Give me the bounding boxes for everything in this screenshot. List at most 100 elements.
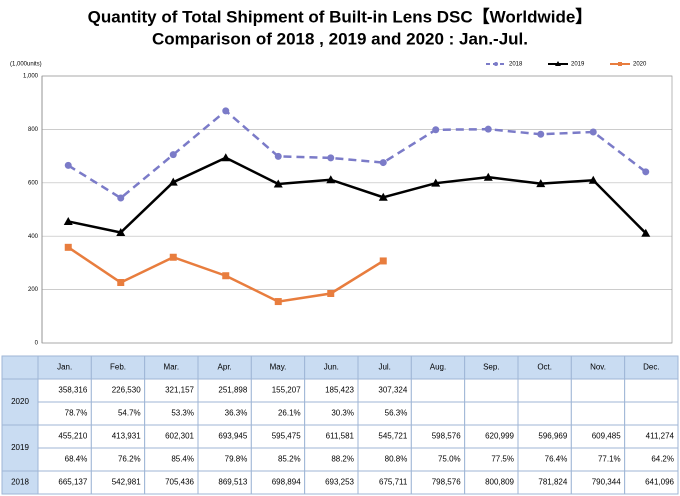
table-ratio: 26.1% <box>278 409 301 418</box>
row-label-cell <box>1 424 39 472</box>
table-value: 781,824 <box>538 478 567 487</box>
table-value: 609,485 <box>592 432 621 441</box>
table-ratio: 30.3% <box>331 409 354 418</box>
marker <box>555 61 561 66</box>
marker <box>432 126 440 134</box>
y-tick-label: 200 <box>28 287 39 293</box>
marker <box>326 175 336 184</box>
table-value: 413,931 <box>112 432 141 441</box>
marker <box>483 172 493 181</box>
table-ratio: 76.4% <box>545 455 568 464</box>
table-value: 545,721 <box>378 432 407 441</box>
marker <box>168 177 178 186</box>
table-ratio: 36.3% <box>225 409 248 418</box>
table-value: 455,210 <box>58 432 87 441</box>
marker <box>641 228 651 237</box>
marker <box>588 175 598 184</box>
table-value: 185,423 <box>325 386 354 395</box>
table-value: 790,344 <box>592 478 621 487</box>
table-ratio: 75.0% <box>438 455 461 464</box>
table-cell <box>517 378 572 403</box>
marker <box>64 161 72 169</box>
header-label: Aug. <box>430 363 446 372</box>
table-value: 705,436 <box>165 478 194 487</box>
series-line <box>67 156 647 235</box>
table-ratio: 68.4% <box>65 455 88 464</box>
table-value: 798,576 <box>432 478 461 487</box>
table-value: 675,711 <box>379 478 408 487</box>
marker <box>117 194 125 202</box>
header-label: Sep. <box>483 363 499 372</box>
marker <box>589 128 597 136</box>
header-label: Dec. <box>643 363 659 372</box>
marker <box>63 216 73 225</box>
table-cell <box>624 470 679 495</box>
table-ratio: 88.2% <box>331 455 354 464</box>
table-ratio: 85.4% <box>171 455 194 464</box>
y-unit-label: (1,000units) <box>10 62 42 68</box>
legend-label: 2020 <box>633 62 647 68</box>
y-tick-label: 0 <box>35 341 39 347</box>
header-label: Nov. <box>590 363 606 372</box>
marker <box>537 130 545 138</box>
table-value: 542,981 <box>112 478 141 487</box>
table-value: 598,576 <box>432 432 461 441</box>
table-value: 595,475 <box>272 432 301 441</box>
table-cell <box>410 378 466 403</box>
table-value: 693,253 <box>325 478 354 487</box>
table-ratio: 77.1% <box>598 455 621 464</box>
row-label: 2019 <box>11 443 29 452</box>
chart-subtitle: Comparison of 2018 , 2019 and 2020 : Jan… <box>152 29 528 48</box>
table-value: 358,316 <box>58 386 87 395</box>
marker <box>327 289 335 297</box>
table-ratio: 80.8% <box>385 455 408 464</box>
table-ratio: 77.5% <box>491 455 514 464</box>
table-ratio: 79.8% <box>225 455 248 464</box>
table-value: 620,999 <box>485 432 514 441</box>
header-label: Mar. <box>164 363 180 372</box>
table-ratio: 56.3% <box>385 409 408 418</box>
table-cell <box>624 378 679 403</box>
marker <box>169 253 177 261</box>
header-label: Oct. <box>537 363 552 372</box>
marker <box>494 62 498 66</box>
table-value: 698,894 <box>272 478 301 487</box>
marker <box>378 192 388 201</box>
table-ratio: 76.2% <box>118 455 141 464</box>
marker <box>327 154 335 162</box>
header-label: Feb. <box>110 363 126 372</box>
table-value: 226,530 <box>112 386 141 395</box>
marker <box>221 153 231 162</box>
marker <box>484 125 492 133</box>
table-cell <box>464 401 519 426</box>
legend-label: 2018 <box>509 62 523 68</box>
table-cell <box>517 401 572 426</box>
plot-frame <box>41 75 673 344</box>
table-cell <box>570 378 626 403</box>
header-label: Jun. <box>324 363 339 372</box>
y-tick-label: 600 <box>28 180 39 186</box>
table-value: 611,581 <box>326 432 355 441</box>
table-ratio: 53.3% <box>171 409 194 418</box>
table-ratio: 78.7% <box>65 409 88 418</box>
chart-title: Quantity of Total Shipment of Built-in L… <box>88 6 593 26</box>
header-label: May. <box>270 363 287 372</box>
table-ratio: 64.2% <box>651 455 674 464</box>
marker <box>274 298 282 306</box>
marker <box>169 151 177 159</box>
table-value: 693,945 <box>218 432 247 441</box>
table-ratio: 54.7% <box>118 409 141 418</box>
marker <box>379 159 387 167</box>
marker <box>536 179 546 188</box>
marker <box>618 62 622 66</box>
header-label: Apr. <box>218 363 232 372</box>
marker <box>222 107 230 115</box>
row-label: 2018 <box>11 478 29 487</box>
table-cell <box>570 401 626 426</box>
row-label: 2020 <box>11 397 29 406</box>
table-value: 800,809 <box>485 478 514 487</box>
series-line <box>67 109 647 200</box>
table-value: 665,137 <box>58 478 87 487</box>
y-tick-label: 1,000 <box>23 74 39 80</box>
